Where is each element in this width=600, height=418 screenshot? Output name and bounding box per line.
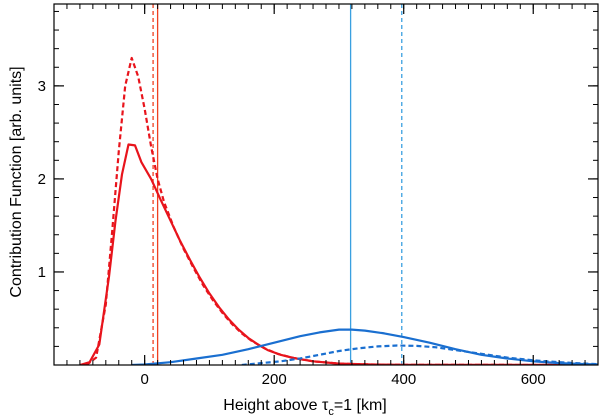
x-tick-label: 200 [262, 371, 287, 388]
x-tick-label: 400 [391, 371, 416, 388]
x-tick-label: 0 [140, 371, 148, 388]
plot-frame [53, 3, 599, 366]
y-tick-label: 2 [38, 171, 46, 188]
x-axis-label: Height above τc=1 [km] [223, 397, 386, 418]
y-tick-label: 3 [38, 78, 46, 95]
y-axis-label: Contribution Function [arb. units] [8, 66, 25, 297]
y-tick-label: 1 [38, 264, 46, 281]
x-tick-label: 600 [521, 371, 546, 388]
series-line-2 [85, 56, 598, 365]
series-line-4 [241, 344, 598, 365]
